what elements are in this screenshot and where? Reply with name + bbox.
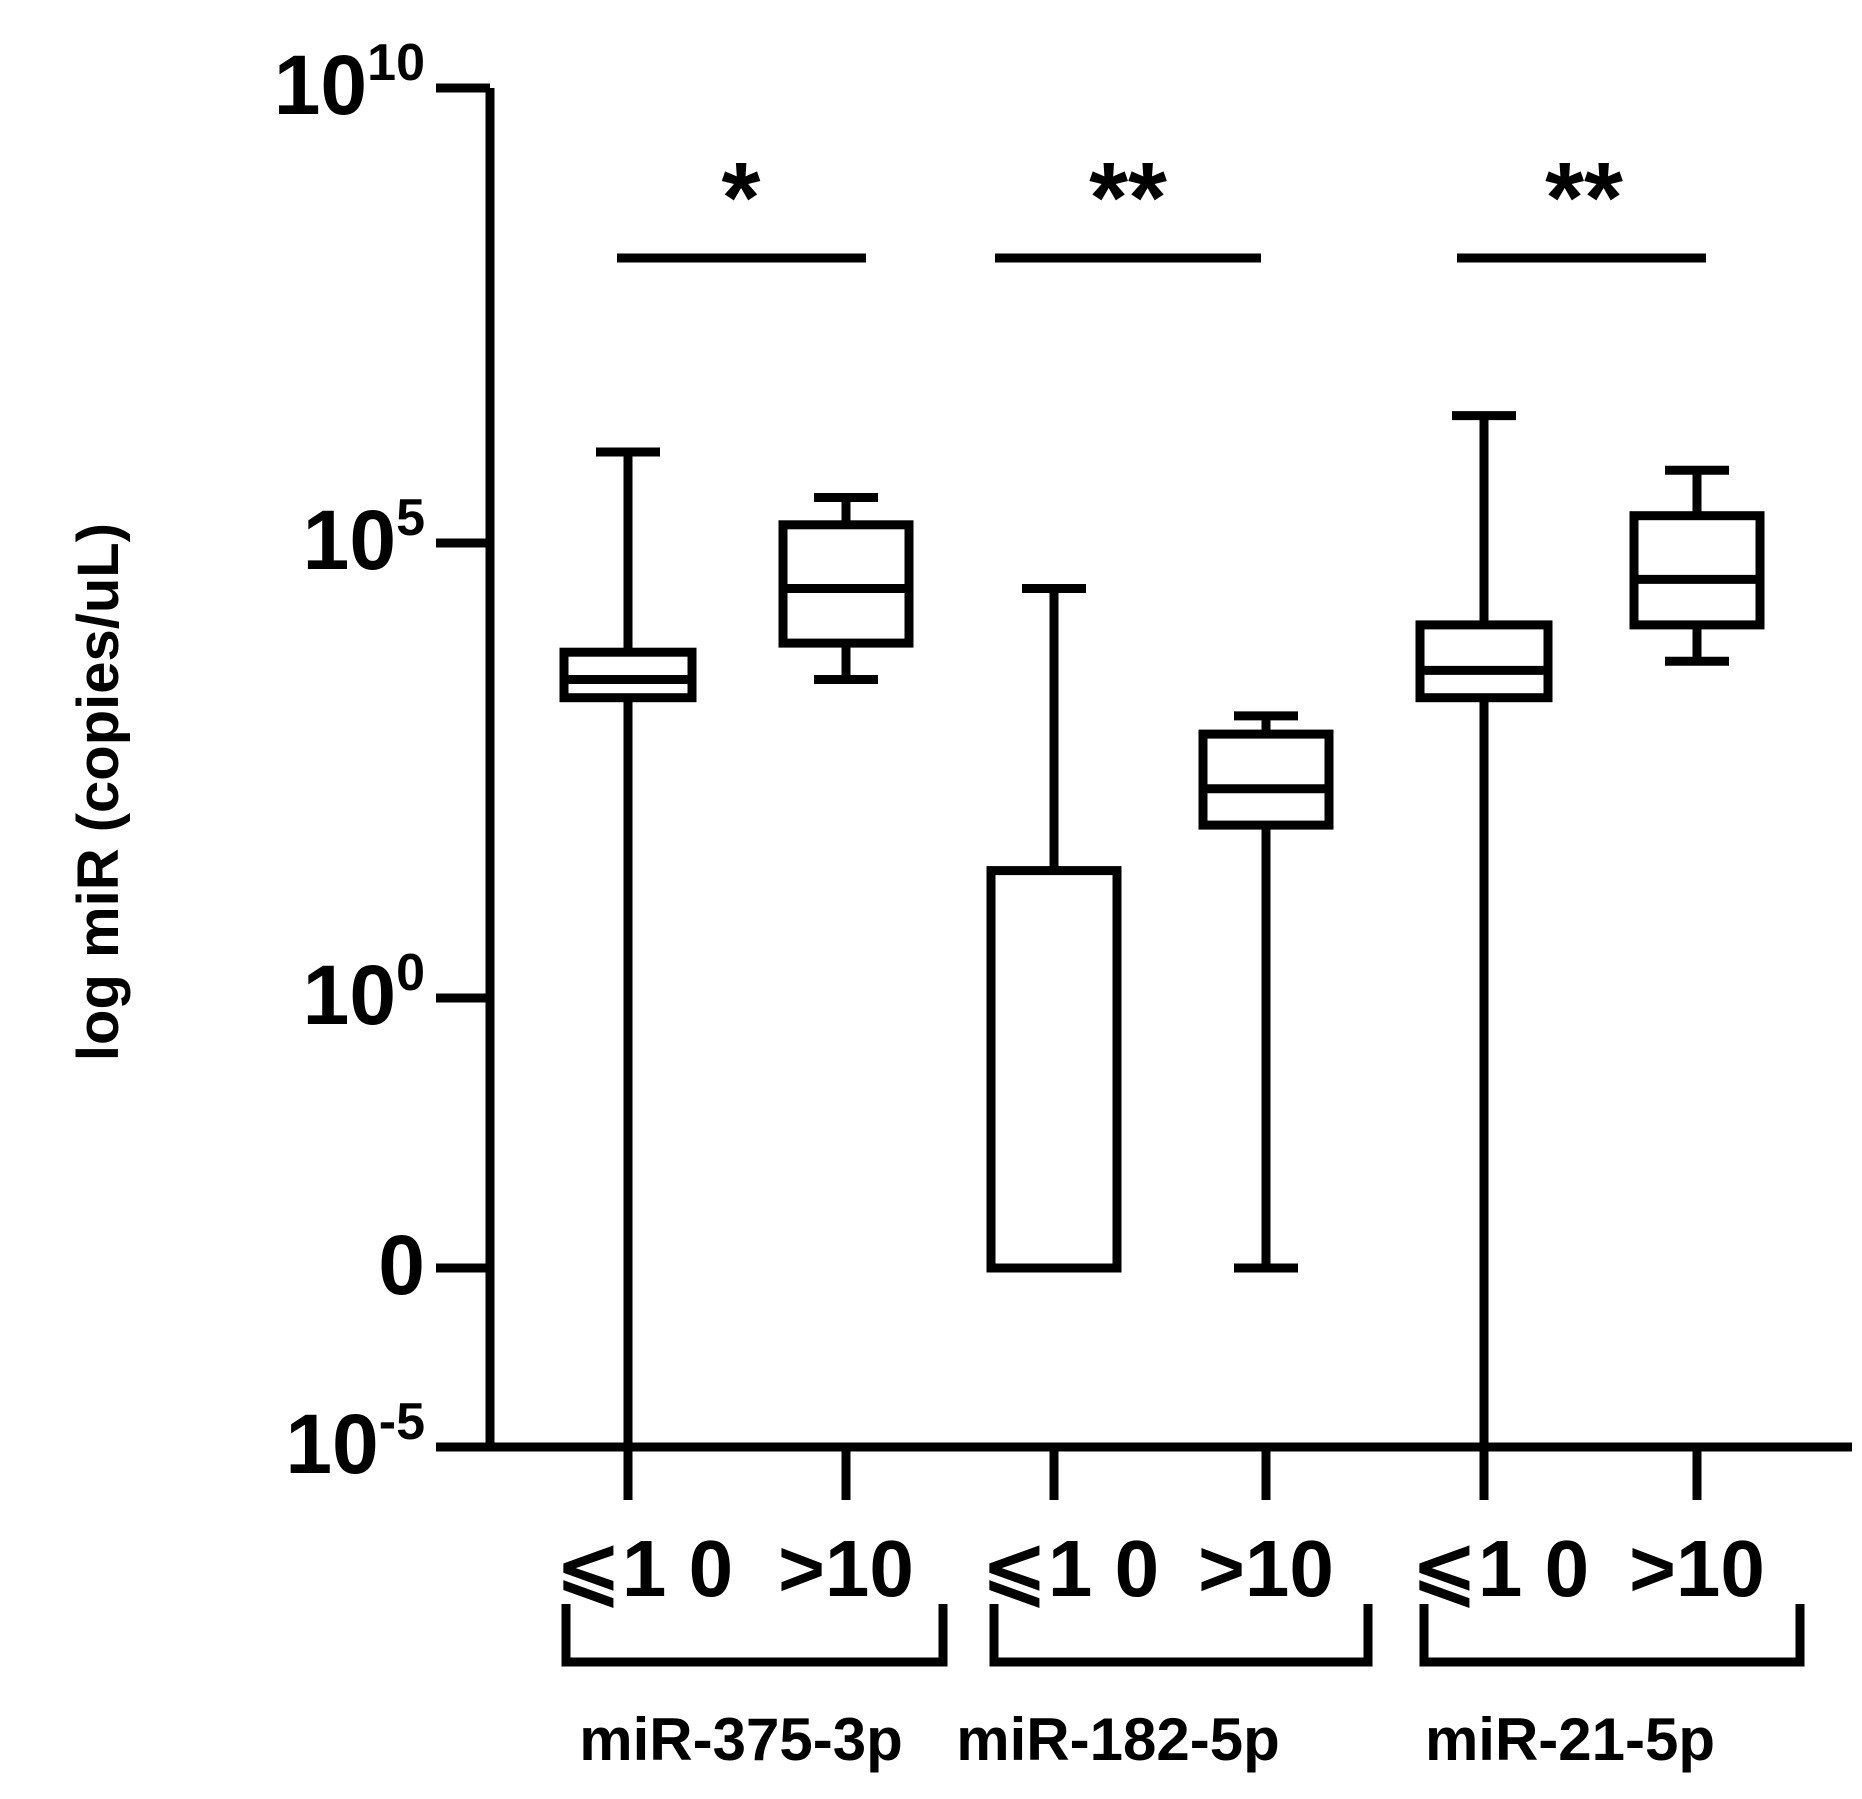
iqr-box [1629, 511, 1765, 630]
iqr-box [986, 866, 1122, 1273]
box-group: * ⩽1 0 >10 miR-375-3p [555, 142, 948, 1773]
y-tick-exponent: 5 [396, 489, 425, 547]
box: ⩽1 0 [981, 584, 1159, 1613]
y-tick-exponent: 10 [367, 34, 425, 92]
box: >10 [778, 493, 914, 1613]
box: >10 [1629, 465, 1765, 1613]
group-bracket [989, 1604, 1373, 1667]
y-tick-base: 10 [303, 948, 396, 1042]
box: >10 [1198, 711, 1334, 1613]
box-groups: * ⩽1 0 >10 miR-375-3p ** ⩽1 0 >10 miR-182-5p ** ⩽… [555, 142, 1805, 1773]
y-tick-label: 105 [303, 489, 425, 587]
x-category-label: >10 [1629, 1524, 1765, 1613]
group-bracket [1419, 1604, 1805, 1667]
iqr-box [1198, 729, 1334, 830]
axes [485, 88, 1852, 1452]
y-axis-label-group: log miR (copies/uL) [66, 523, 131, 1061]
y-tick-base: 10 [285, 1397, 378, 1491]
box: ⩽1 0 [555, 447, 733, 1613]
y-tick-label: 1010 [274, 34, 425, 132]
iqr-box [778, 520, 914, 648]
significance-marker: ** [1545, 142, 1623, 254]
y-tick-base: 0 [378, 1218, 425, 1312]
iqr-box [1415, 620, 1553, 703]
y-tick-exponent: -5 [379, 1393, 425, 1451]
y-tick-label: 100 [303, 944, 425, 1042]
x-category-label: >10 [1198, 1524, 1334, 1613]
x-category-label: ⩽1 0 [1411, 1524, 1589, 1613]
x-category-label: ⩽1 0 [555, 1524, 733, 1613]
y-tick-label: 0 [378, 1218, 425, 1312]
group-label: miR-21-5p [1425, 1706, 1715, 1773]
box: ⩽1 0 [1411, 411, 1589, 1613]
significance-marker: ** [1089, 142, 1167, 254]
y-axis-label: log miR (copies/uL) [66, 523, 131, 1061]
group-label: miR-375-3p [579, 1706, 902, 1773]
group-bracket [561, 1604, 948, 1667]
box-group: ** ⩽1 0 >10 miR-21-5p [1411, 142, 1805, 1773]
group-label: miR-182-5p [956, 1706, 1279, 1773]
y-tick-base: 10 [303, 493, 396, 587]
box-group: ** ⩽1 0 >10 miR-182-5p [956, 142, 1373, 1773]
y-tick-exponent: 0 [396, 944, 425, 1002]
y-tick-label: 10-5 [285, 1393, 425, 1491]
iqr-box [559, 647, 697, 703]
x-category-label: >10 [778, 1524, 914, 1613]
x-category-label: ⩽1 0 [981, 1524, 1159, 1613]
y-tick-base: 10 [274, 38, 367, 132]
significance-marker: * [722, 142, 761, 254]
